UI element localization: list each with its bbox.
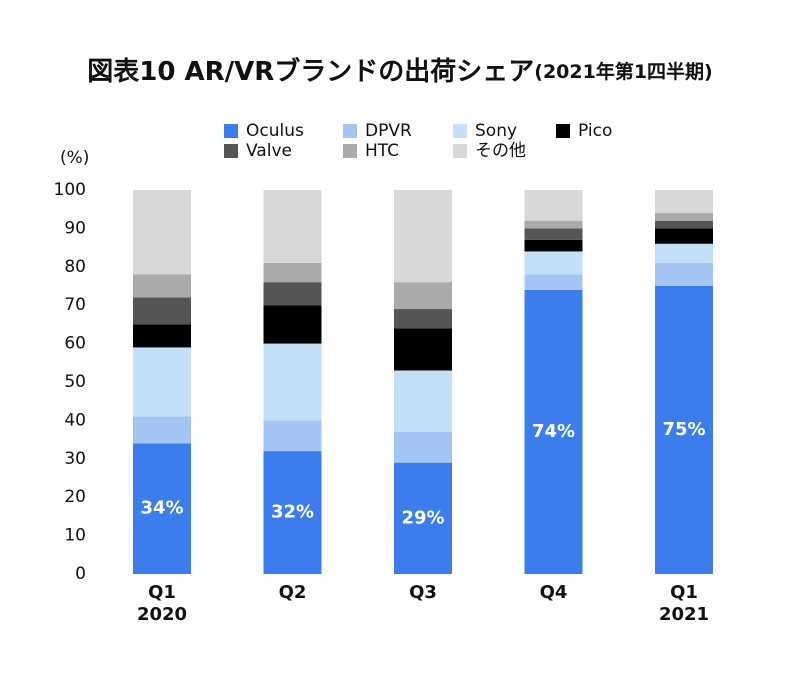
y-tick-label: 20 [64, 487, 86, 507]
value-label: 32% [271, 502, 314, 523]
bar-segment [133, 274, 191, 298]
bar-segment [263, 420, 322, 452]
legend-swatch [556, 124, 570, 138]
bar-segment [263, 190, 322, 263]
x-tick-label: Q2 [279, 582, 307, 603]
y-tick-label: 50 [64, 372, 86, 392]
legend-swatch [343, 124, 357, 138]
bar-segment [655, 190, 713, 214]
bar-segment [655, 213, 713, 221]
bar-segment [524, 274, 583, 290]
bar-segment [394, 190, 452, 283]
bar-segment [655, 286, 713, 574]
x-tick-label: Q1 2020 [137, 582, 187, 625]
legend-swatch [453, 124, 467, 138]
value-label: 34% [140, 498, 183, 519]
y-axis-label: (%) [60, 148, 89, 168]
bar-segment [524, 220, 583, 229]
x-tick-label: Q3 [409, 582, 437, 603]
legend-label: Sony [475, 121, 517, 141]
bar-segment [133, 324, 191, 348]
bar-segment [655, 262, 713, 286]
subtitle: (2021年第1四半期) [534, 60, 712, 83]
y-tick-label: 40 [64, 410, 86, 430]
bar-segment [524, 289, 583, 574]
bar-segment [263, 305, 322, 344]
bar-segment [394, 282, 452, 310]
value-label: 74% [532, 421, 575, 442]
x-tick-label: Q4 [540, 582, 568, 603]
legend-swatch [224, 144, 238, 158]
bar-segment [394, 328, 452, 371]
y-tick-label: 70 [64, 295, 86, 315]
y-tick-label: 30 [64, 449, 86, 469]
bar-segment [524, 228, 583, 240]
bar-segment [655, 243, 713, 263]
chart-title: 図表10 AR/VRブランドの出荷シェア(2021年第1四半期) [87, 56, 712, 87]
bar-segment [263, 343, 322, 421]
bar-segment [394, 462, 452, 574]
legend-label: Pico [578, 121, 612, 141]
legend-label: その他 [475, 141, 526, 161]
bar-segment [263, 262, 322, 283]
bar-segment [524, 190, 583, 221]
y-tick-label: 90 [64, 218, 86, 238]
y-tick-label: 10 [64, 526, 86, 546]
bar-segment [133, 190, 191, 275]
bar-segment [394, 431, 452, 463]
title: 図表10 AR/VRブランドの出荷シェア [87, 56, 534, 87]
y-tick-label: 60 [64, 334, 86, 354]
bar-segment [133, 347, 191, 417]
bar-segment [655, 220, 713, 229]
legend-label: Oculus [246, 121, 304, 141]
bar-segment [263, 282, 322, 306]
bar-segment [524, 251, 583, 275]
legend-label: Valve [246, 141, 292, 161]
legend-label: HTC [365, 141, 399, 161]
bar-segment [133, 416, 191, 444]
value-label: 75% [662, 419, 705, 440]
value-label: 29% [401, 507, 444, 528]
x-tick-label: Q1 2021 [659, 582, 709, 625]
bar-segment [394, 370, 452, 432]
legend-swatch [453, 144, 467, 158]
y-tick-label: 80 [64, 257, 86, 277]
legend-label: DPVR [365, 121, 412, 141]
bar-segment [263, 451, 322, 574]
y-tick-label: 0 [75, 564, 86, 584]
bar-segment [524, 239, 583, 252]
bar-segment [655, 228, 713, 244]
legend-swatch [343, 144, 357, 158]
bar-segment [133, 443, 191, 574]
legend-swatch [224, 124, 238, 138]
bar-segment [394, 309, 452, 329]
y-tick-label: 100 [54, 180, 86, 200]
bar-segment [133, 297, 191, 325]
